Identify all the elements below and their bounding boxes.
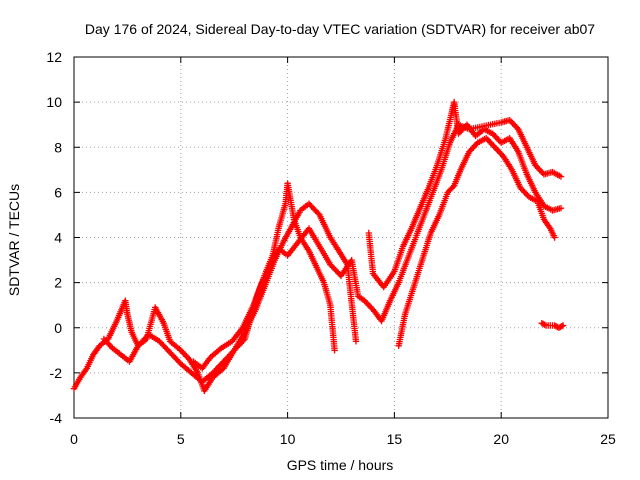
series-track-3	[190, 117, 565, 372]
tick-layer: 0 5 10 15 20 25 -4 -2 0 2 4 6 8 10 12	[46, 49, 616, 447]
y-tick-label: 6	[54, 184, 62, 200]
series-track-6	[538, 320, 567, 331]
data-point-markers	[395, 135, 558, 349]
y-tick-label: 4	[54, 230, 62, 246]
x-tick-label: 25	[600, 431, 616, 447]
series-track-4	[365, 98, 565, 291]
chart-title: Day 176 of 2024, Sidereal Day-to-day VTE…	[85, 21, 595, 37]
y-tick-label: 0	[54, 320, 62, 336]
y-tick-label: -2	[50, 365, 63, 381]
data-point-markers	[365, 98, 565, 291]
x-tick-label: 20	[493, 431, 509, 447]
series-track-5	[395, 135, 558, 349]
y-tick-label: 2	[54, 275, 62, 291]
y-tick-label: -4	[50, 410, 63, 426]
x-tick-label: 5	[177, 431, 185, 447]
data-point-markers	[538, 320, 567, 331]
x-tick-label: 0	[70, 431, 78, 447]
x-tick-label: 15	[387, 431, 403, 447]
data-points-layer	[70, 98, 567, 395]
y-tick-label: 12	[46, 49, 62, 65]
data-point-markers	[190, 117, 565, 372]
y-tick-label: 10	[46, 94, 62, 110]
x-axis-label: GPS time / hours	[287, 457, 394, 473]
grid-layer	[74, 57, 608, 418]
y-tick-label: 8	[54, 139, 62, 155]
x-tick-label: 10	[280, 431, 296, 447]
y-axis-label: SDTVAR / TECUs	[6, 184, 22, 296]
